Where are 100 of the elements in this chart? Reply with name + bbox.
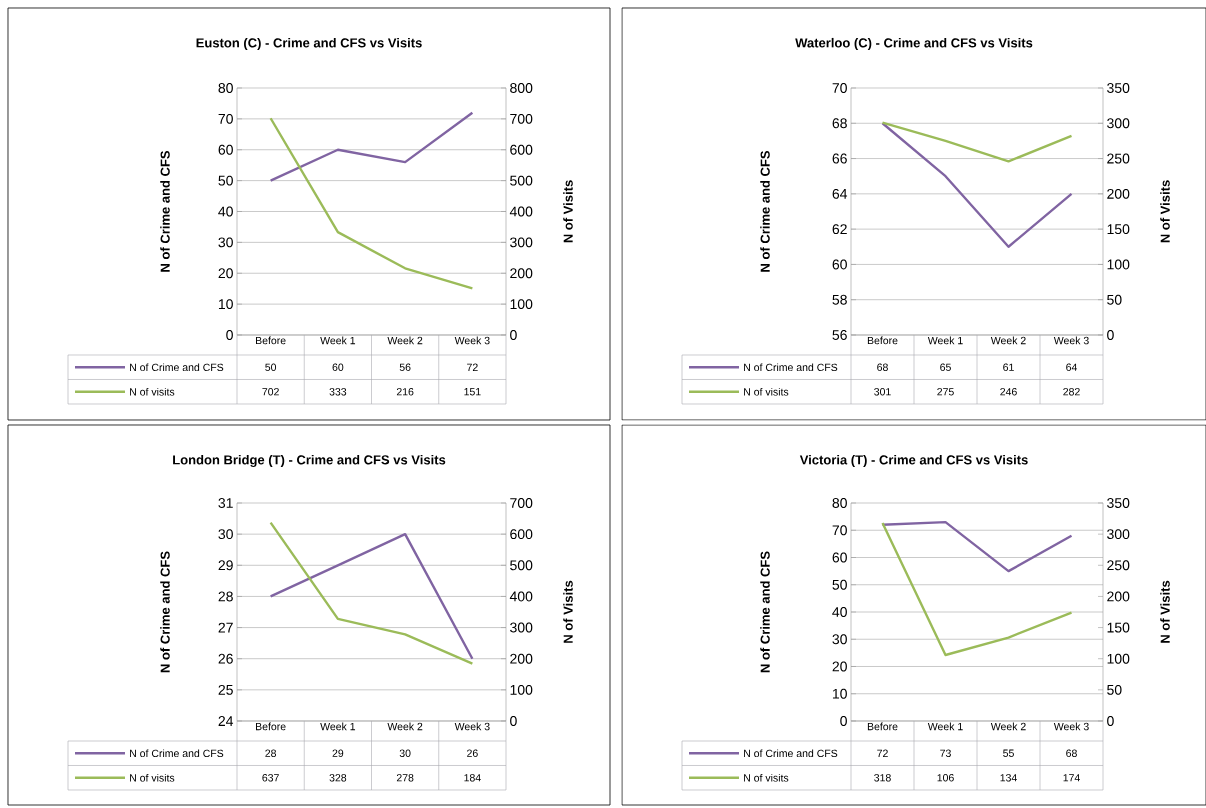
- data-label: 72: [467, 363, 478, 371]
- data-label: 151: [464, 388, 481, 396]
- y-tick-label: 58: [832, 294, 847, 305]
- data-label: 702: [262, 388, 279, 396]
- y-tick-label: 24: [218, 716, 234, 726]
- y-tick-label: 80: [218, 83, 233, 93]
- data-label: 134: [1000, 774, 1017, 782]
- data-label: 55: [1003, 749, 1014, 757]
- legend-label: N of visits: [744, 387, 789, 396]
- y-tick-label: 0: [840, 716, 847, 726]
- legend-label: N of Crime and CFS: [130, 363, 224, 372]
- y2-tick-label: 300: [1107, 118, 1130, 129]
- x-tick-label: Before: [256, 336, 286, 345]
- y2-tick-label: 300: [510, 237, 533, 248]
- y2-tick-label: 150: [1107, 622, 1130, 633]
- y2-axis-title: N of Visits: [1160, 580, 1170, 643]
- y2-tick-label: 150: [1107, 224, 1130, 235]
- y2-tick-label: 100: [510, 299, 533, 310]
- y-axis-title: N of Crime and CFS: [160, 150, 170, 272]
- y2-tick-label: 0: [1107, 330, 1114, 340]
- line-series: [881, 521, 1073, 657]
- data-label: 28: [265, 749, 277, 757]
- y-tick-label: 60: [832, 552, 847, 563]
- data-label: 106: [937, 774, 954, 782]
- y2-tick-label: 250: [1107, 153, 1130, 164]
- x-tick-label: Before: [867, 336, 898, 345]
- data-label: 73: [940, 749, 951, 757]
- x-tick-label: Week 2: [387, 336, 423, 345]
- y2-tick-label: 100: [1107, 653, 1130, 664]
- x-tick-label: Week 1: [927, 722, 963, 731]
- data-label: 56: [399, 363, 411, 371]
- legend-label: N of Crime and CFS: [744, 363, 838, 372]
- legend-label: N of Crime and CFS: [744, 749, 838, 758]
- data-label: 318: [874, 774, 891, 782]
- y-tick-label: 0: [226, 330, 233, 340]
- y-axis-title: N of Crime and CFS: [760, 150, 770, 272]
- y-tick-label: 62: [832, 224, 847, 235]
- y2-tick-label: 300: [1107, 529, 1130, 540]
- y-tick-label: 10: [218, 299, 233, 310]
- y-tick-label: 70: [832, 83, 847, 93]
- y-tick-label: 27: [218, 622, 233, 633]
- x-tick-label: Week 2: [990, 336, 1026, 345]
- y2-tick-label: 0: [1107, 716, 1114, 726]
- y-tick-label: 60: [832, 259, 847, 270]
- y2-tick-label: 350: [1107, 83, 1130, 93]
- data-label: 50: [265, 363, 277, 371]
- y2-tick-label: 250: [1107, 560, 1130, 571]
- data-label: 26: [467, 749, 478, 757]
- x-tick-label: Before: [256, 722, 286, 731]
- y2-tick-label: 500: [510, 175, 533, 186]
- legend-label: N of visits: [130, 773, 175, 782]
- data-label: 282: [1063, 388, 1080, 396]
- y2-tick-label: 50: [1107, 684, 1122, 695]
- y2-tick-label: 200: [510, 268, 533, 279]
- y-tick-label: 70: [832, 525, 847, 536]
- y2-tick-label: 0: [510, 716, 517, 726]
- data-label: 333: [329, 388, 347, 396]
- data-label: 174: [1063, 774, 1080, 782]
- data-label: 29: [332, 749, 344, 757]
- y-tick-label: 30: [218, 529, 233, 540]
- y-tick-label: 30: [218, 237, 233, 248]
- y2-tick-label: 700: [510, 498, 533, 508]
- chart-title: Victoria (T) - Crime and CFS vs Visits: [799, 454, 1028, 468]
- y-tick-label: 64: [832, 188, 848, 199]
- data-label: 278: [396, 774, 414, 782]
- y-tick-label: 29: [218, 560, 233, 571]
- legend-label: N of visits: [744, 773, 789, 782]
- y-tick-label: 25: [218, 684, 233, 695]
- data-label: 301: [874, 388, 891, 396]
- y-tick-label: 20: [218, 268, 233, 279]
- y2-tick-label: 300: [510, 622, 533, 633]
- y-tick-label: 30: [832, 634, 847, 645]
- y2-tick-label: 200: [1107, 188, 1130, 199]
- chart-title: London Bridge (T) - Crime and CFS vs Visits: [173, 454, 446, 468]
- data-label: 30: [399, 749, 411, 757]
- data-label: 184: [464, 774, 481, 782]
- data-label: 275: [937, 388, 954, 396]
- y-tick-label: 50: [218, 175, 233, 186]
- y-tick-label: 10: [832, 688, 847, 699]
- y-tick-label: 26: [218, 653, 233, 664]
- x-tick-label: Week 1: [927, 336, 963, 345]
- chart-title: Euston (C) - Crime and CFS vs Visits: [196, 37, 422, 51]
- y2-tick-label: 800: [510, 83, 533, 93]
- y2-axis-title: N of Visits: [563, 180, 573, 243]
- y-tick-label: 40: [218, 206, 233, 217]
- y-tick-label: 28: [218, 591, 233, 602]
- data-label: 72: [877, 749, 888, 757]
- y2-tick-label: 700: [510, 113, 533, 124]
- y2-tick-label: 50: [1107, 294, 1122, 305]
- y2-tick-label: 600: [510, 144, 533, 155]
- y-tick-label: 68: [832, 118, 847, 129]
- y2-tick-label: 200: [1107, 591, 1130, 602]
- data-label: 61: [1003, 363, 1014, 371]
- y-axis-title: N of Crime and CFS: [160, 551, 170, 673]
- line-series: [269, 111, 474, 182]
- y-tick-label: 80: [832, 498, 847, 508]
- line-series: [269, 117, 474, 290]
- y-axis-title: N of Crime and CFS: [760, 551, 770, 673]
- y2-tick-label: 400: [509, 206, 533, 217]
- data-label: 216: [396, 388, 414, 396]
